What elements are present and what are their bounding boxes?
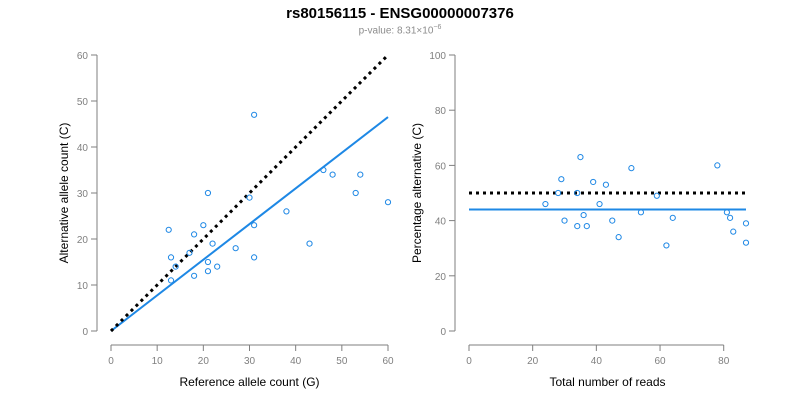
panel2-data-point bbox=[637, 209, 645, 216]
panel1-data-point bbox=[167, 277, 175, 284]
panel2-x-tick-label: 20 bbox=[527, 356, 539, 367]
panel1-data-point bbox=[352, 189, 359, 197]
panel2-data-point bbox=[609, 217, 616, 224]
panel2-data-point bbox=[742, 220, 750, 227]
panel2-data-point bbox=[615, 234, 622, 241]
panel2-y-tick-label: 100 bbox=[429, 51, 446, 62]
panel2-data-point bbox=[558, 176, 565, 183]
panel1-data-point bbox=[191, 231, 198, 238]
panel1-x-tick-label: 50 bbox=[336, 356, 348, 367]
panel1-x-tick-label: 10 bbox=[152, 356, 164, 367]
panel1-data-point bbox=[165, 226, 172, 233]
panel1-data-point bbox=[384, 199, 392, 206]
panel2-data-point bbox=[663, 242, 670, 249]
panel1-data-point bbox=[283, 208, 290, 215]
panel1-data-point bbox=[320, 166, 327, 174]
panel2-data-point bbox=[555, 189, 562, 197]
panel1-y-tick-label: 40 bbox=[77, 143, 89, 154]
panel1-y-axis-title: Alternative allele count (C) bbox=[57, 123, 71, 264]
panel1-data-point bbox=[329, 171, 336, 178]
panel1-data-point bbox=[214, 263, 221, 270]
panel2-x-tick-label: 60 bbox=[654, 356, 666, 367]
panel1-data-point bbox=[204, 268, 212, 275]
panel1-y-tick-label: 50 bbox=[77, 97, 89, 108]
panel2-data-point bbox=[561, 217, 568, 224]
p-value-exponent: −6 bbox=[433, 24, 442, 31]
panel2-data-point bbox=[596, 200, 603, 208]
p-value-text: p-value: 8.31×10 bbox=[358, 25, 434, 37]
panel2-data-point bbox=[602, 181, 610, 188]
panel1-data-point bbox=[306, 240, 313, 247]
panel1-data-point bbox=[251, 222, 258, 229]
panel1-data-point bbox=[357, 171, 364, 178]
panel1-data-point bbox=[186, 249, 193, 256]
panel2-data-point bbox=[714, 162, 721, 169]
chart-title: rs80156115 - ENSG00000007376 bbox=[286, 5, 514, 22]
panel2-x-axis-title: Total number of reads bbox=[549, 375, 665, 389]
panel2-data-point bbox=[583, 223, 590, 230]
panel1-y-tick-label: 30 bbox=[77, 189, 89, 200]
panel2-y-tick-label: 40 bbox=[435, 217, 447, 228]
panel2-y-tick-label: 80 bbox=[435, 106, 447, 117]
panel2-data-point bbox=[628, 165, 635, 172]
panel2-data-point bbox=[669, 214, 676, 221]
panel1-data-point bbox=[246, 194, 253, 201]
panel2-x-tick-label: 0 bbox=[466, 356, 472, 367]
panel2-data-point bbox=[574, 223, 581, 230]
panel1-x-tick-label: 60 bbox=[382, 356, 394, 367]
panel2-y-tick-label: 0 bbox=[440, 327, 446, 338]
panel2-data-point bbox=[742, 239, 750, 246]
panel1-y-tick-label: 20 bbox=[77, 235, 89, 246]
panel1-data-point bbox=[204, 189, 212, 197]
panel1-data-point bbox=[251, 111, 258, 118]
panel1-data-point bbox=[172, 263, 179, 270]
panel1-y-tick-label: 0 bbox=[82, 327, 88, 338]
panel2-y-tick-label: 20 bbox=[435, 272, 447, 283]
panel2-data-point bbox=[577, 154, 584, 161]
panel1-x-tick-label: 0 bbox=[108, 356, 114, 367]
panel1-data-point bbox=[209, 240, 216, 247]
panel1-data-point bbox=[204, 258, 212, 266]
panel2-data-point bbox=[590, 178, 597, 186]
panel2-data-point bbox=[653, 192, 660, 199]
panel1-y-tick-label: 60 bbox=[77, 51, 89, 62]
panel2-x-tick-label: 40 bbox=[591, 356, 603, 367]
panel2-data-point bbox=[726, 214, 734, 221]
panel1-x-axis-title: Reference allele count (G) bbox=[179, 375, 319, 389]
panel2-data-point bbox=[542, 200, 549, 208]
panel1-x-tick-label: 30 bbox=[244, 356, 256, 367]
panel2-y-tick-label: 60 bbox=[435, 161, 447, 172]
panel1-data-point bbox=[200, 222, 207, 229]
panel1-data-point bbox=[251, 254, 258, 261]
panel2-data-point bbox=[730, 228, 737, 235]
panel1-y-tick-label: 10 bbox=[77, 281, 89, 292]
panel2-y-axis-title: Percentage alternative (C) bbox=[410, 123, 424, 263]
panel2-x-tick-label: 80 bbox=[718, 356, 730, 367]
panel2-data-point bbox=[580, 211, 587, 219]
panel1-x-tick-label: 40 bbox=[290, 356, 302, 367]
panel1-reference-line bbox=[109, 53, 390, 333]
panel2-data-point bbox=[723, 209, 730, 216]
panel1-data-point bbox=[232, 245, 239, 252]
panel1-x-tick-label: 20 bbox=[198, 356, 210, 367]
panel1-data-point bbox=[191, 272, 198, 279]
panel2-data-point bbox=[574, 189, 581, 197]
p-value-subtitle: p-value: 8.31×10−6 bbox=[0, 24, 800, 36]
panel1-fit-line bbox=[110, 116, 389, 332]
panel1-data-point bbox=[167, 254, 175, 261]
